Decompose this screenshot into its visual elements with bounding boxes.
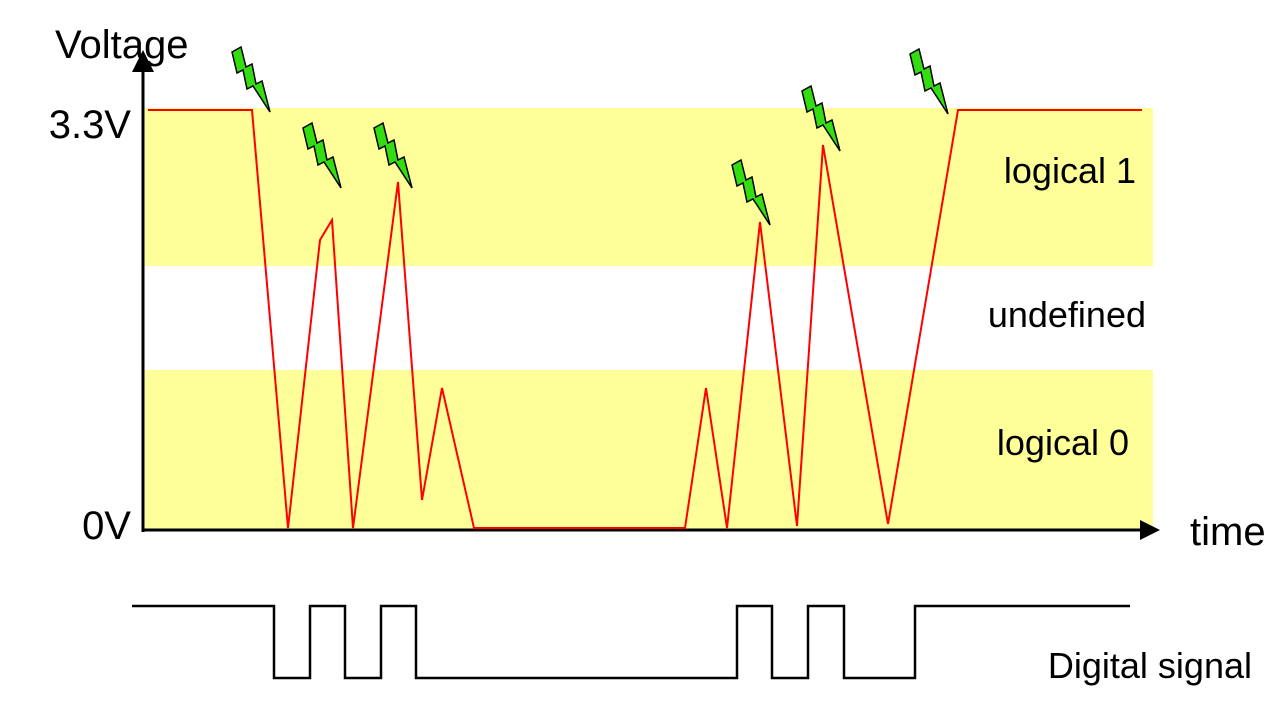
- undefined-label: undefined: [988, 294, 1146, 335]
- y-low-label: 0V: [82, 504, 131, 548]
- logical-0-label: logical 0: [997, 422, 1129, 463]
- y-axis-label: Voltage: [55, 23, 188, 67]
- lightning-bolt-icon: [909, 48, 949, 115]
- logical-0-band: [145, 370, 1153, 530]
- analog-signal-line: [148, 109, 1142, 529]
- x-axis-label: time: [1190, 510, 1266, 554]
- y-axis-arrow: [132, 50, 154, 72]
- digital-signal-label: Digital signal: [1048, 645, 1252, 686]
- logical-1-band: [145, 108, 1153, 266]
- lightning-bolt-icon: [231, 46, 271, 113]
- digital-signal-line: [132, 604, 1130, 680]
- y-high-label: 3.3V: [49, 103, 132, 147]
- axes: [132, 50, 1160, 540]
- x-axis-arrow: [1140, 520, 1160, 540]
- logical-1-label: logical 1: [1004, 150, 1136, 191]
